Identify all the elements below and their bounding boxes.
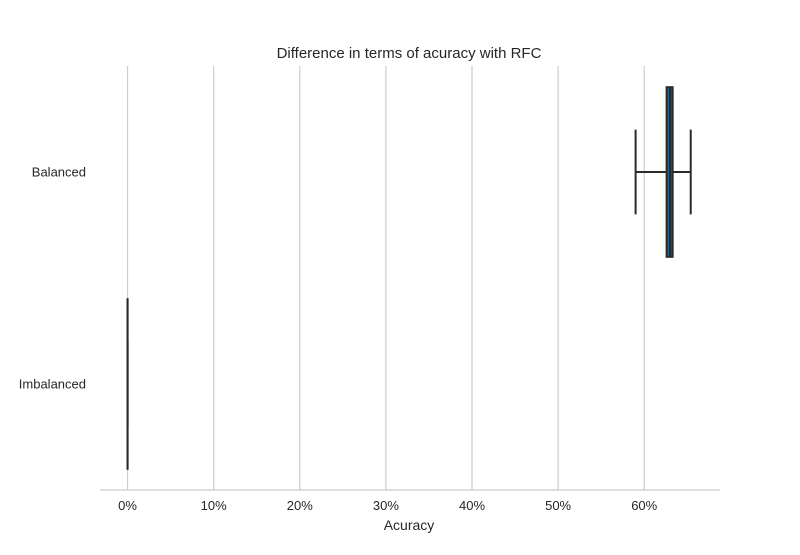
x-axis-label: Acuracy [384, 517, 435, 533]
x-tick-label: 50% [545, 498, 571, 513]
chart-title: Difference in terms of acuracy with RFC [277, 45, 542, 62]
x-tick-label: 0% [118, 498, 137, 513]
y-category-label: Imbalanced [19, 377, 86, 392]
y-category-labels: Balanced Imbalanced [19, 165, 86, 392]
grid-lines [128, 66, 645, 490]
x-tick-label: 10% [201, 498, 227, 513]
x-tick-label: 20% [287, 498, 313, 513]
x-tick-label: 60% [631, 498, 657, 513]
x-tick-label: 40% [459, 498, 485, 513]
x-tick-labels: 0% 10% 20% 30% 40% 50% 60% [118, 498, 658, 513]
y-category-label: Balanced [32, 165, 86, 180]
boxes [128, 87, 691, 469]
x-tick-label: 30% [373, 498, 399, 513]
